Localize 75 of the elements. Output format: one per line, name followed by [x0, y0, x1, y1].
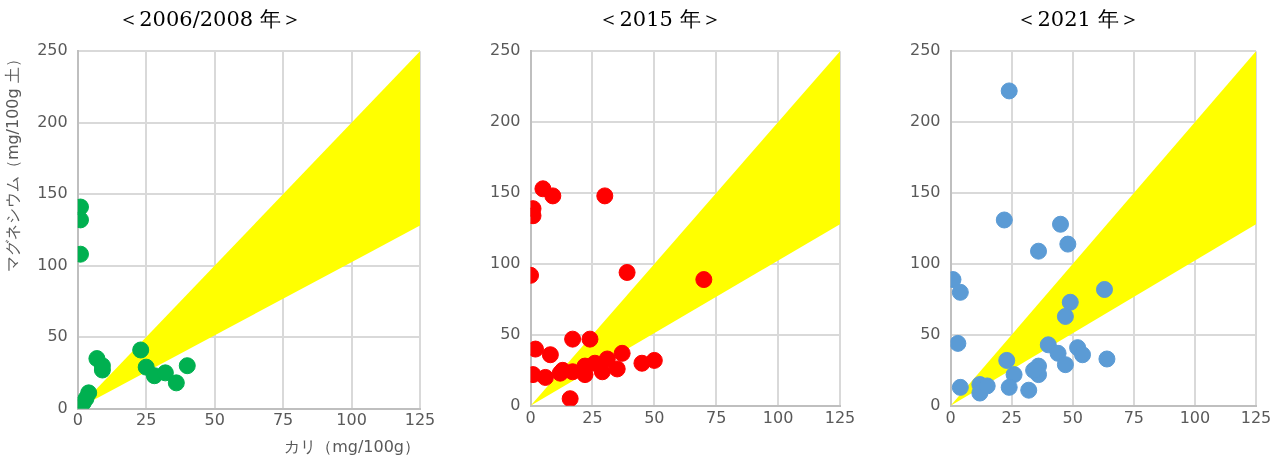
x-tick-label: 25	[1001, 407, 1022, 427]
x-tick-label: 75	[272, 410, 294, 430]
x-tick-label: 125	[404, 410, 436, 430]
x-tick-label: 125	[824, 407, 856, 427]
point	[544, 187, 562, 205]
y-tick-label: 250	[37, 40, 68, 60]
point	[598, 350, 616, 368]
x-tick-label: 50	[644, 407, 665, 427]
point	[645, 351, 663, 369]
point	[536, 368, 554, 386]
point	[1000, 378, 1018, 396]
y-tick-label: 250	[489, 40, 521, 60]
point	[1056, 307, 1074, 325]
point	[596, 187, 614, 205]
chart-title: ＜2015 年＞	[598, 7, 722, 32]
y-tick-label: 150	[37, 183, 68, 203]
chart-title: ＜2006/2008 年＞	[118, 7, 302, 32]
point	[1059, 235, 1077, 253]
point	[998, 351, 1016, 369]
y-tick-label: 0	[930, 394, 941, 414]
point	[1056, 356, 1074, 374]
y-tick-label: 100	[909, 253, 941, 273]
point	[581, 330, 599, 348]
point	[1061, 293, 1079, 311]
point	[561, 390, 579, 406]
point	[608, 360, 626, 378]
x-tick-label: 25	[582, 407, 603, 427]
x-axis-title: カリ（mg/100g）	[284, 436, 420, 456]
y-tick-label: 50	[47, 326, 68, 346]
x-tick-label: 100	[1179, 407, 1211, 427]
y-tick-label: 150	[909, 182, 941, 202]
x-tick-label: 25	[136, 410, 157, 430]
y-tick-label: 200	[489, 111, 521, 131]
point	[1000, 82, 1018, 100]
point	[132, 341, 150, 359]
point	[167, 374, 185, 392]
point	[564, 330, 582, 348]
y-tick-label: 0	[510, 394, 521, 414]
y-axis-title: マグネシウム（mg/100g 土）	[2, 51, 22, 273]
point	[156, 364, 174, 382]
point	[951, 378, 969, 396]
x-tick-label: 0	[72, 410, 83, 430]
y-tick-label: 150	[489, 182, 521, 202]
point	[1030, 242, 1048, 260]
y-tick-label: 250	[909, 40, 941, 60]
y-tick-label: 200	[909, 111, 941, 131]
x-tick-label: 0	[945, 407, 956, 427]
y-tick-label: 50	[500, 324, 521, 344]
point	[1095, 280, 1113, 298]
point	[77, 390, 95, 408]
x-tick-label: 0	[525, 407, 536, 427]
x-tick-label: 100	[762, 407, 794, 427]
point	[618, 263, 636, 281]
chart-title: ＜2021 年＞	[1016, 7, 1140, 32]
point	[1020, 381, 1038, 399]
point	[950, 334, 967, 352]
point	[951, 283, 969, 301]
y-tick-label: 100	[37, 254, 68, 274]
y-tick-label: 200	[37, 111, 68, 131]
x-tick-label: 75	[706, 407, 727, 427]
y-tick-label: 50	[920, 324, 941, 344]
point	[178, 357, 196, 375]
x-tick-label: 125	[1240, 407, 1272, 427]
x-tick-label: 100	[336, 410, 367, 430]
y-tick-label: 100	[489, 253, 521, 273]
point	[613, 344, 631, 362]
point	[541, 346, 559, 364]
point	[695, 271, 713, 289]
point	[1052, 215, 1070, 233]
x-tick-label: 50	[204, 410, 225, 430]
point	[1074, 346, 1091, 364]
point	[995, 211, 1013, 229]
x-tick-label: 50	[1062, 407, 1083, 427]
point	[1098, 350, 1116, 368]
x-tick-label: 75	[1123, 407, 1144, 427]
